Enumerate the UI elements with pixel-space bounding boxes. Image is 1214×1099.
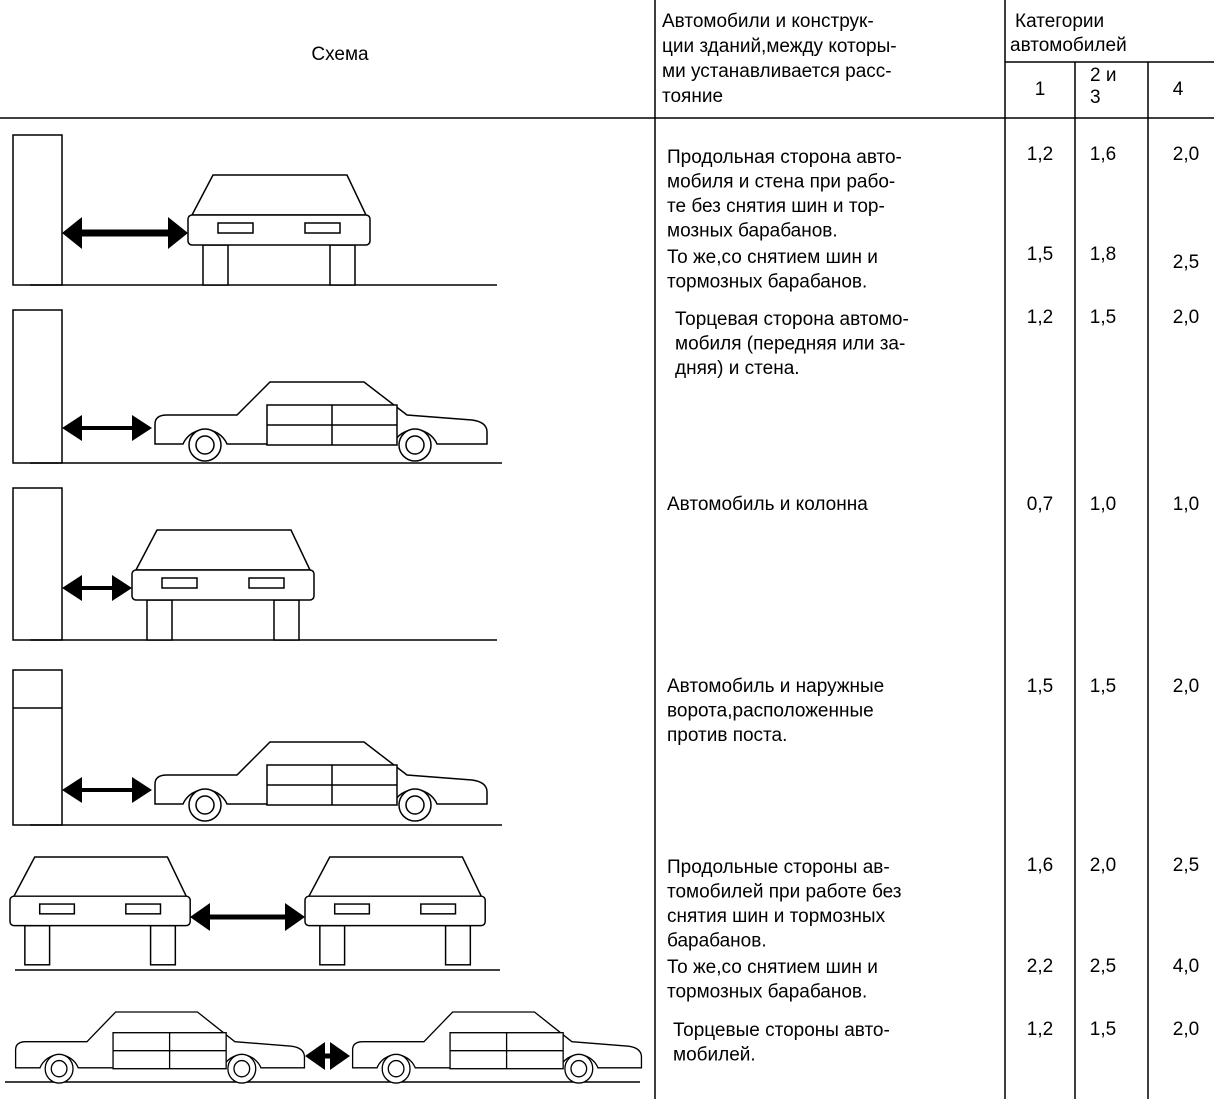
arrow bbox=[305, 1042, 350, 1070]
distance-value: 1,8 bbox=[1090, 244, 1116, 265]
categories-header: автомобилей bbox=[1010, 35, 1127, 56]
scheme-2 bbox=[12, 309, 502, 464]
row-text: Автомобиль и наружные bbox=[667, 676, 884, 697]
row-text: Продольная сторона авто- bbox=[667, 147, 902, 168]
row-text: Автомобиль и колонна bbox=[667, 494, 868, 515]
category-number: 1 bbox=[1035, 79, 1046, 100]
description-header: Автомобили и конструк- bbox=[662, 11, 874, 32]
category-number: 2 и bbox=[1090, 65, 1116, 86]
distance-value: 1,2 bbox=[1027, 144, 1053, 165]
distance-value: 2,0 bbox=[1173, 144, 1199, 165]
distance-value: 1,5 bbox=[1027, 244, 1053, 265]
row-text: тормозных барабанов. bbox=[667, 982, 867, 1003]
distance-value: 1,5 bbox=[1090, 307, 1116, 328]
scheme-header: Схема bbox=[311, 44, 369, 65]
arrow bbox=[62, 217, 188, 249]
distance-value: 1,2 bbox=[1027, 1019, 1053, 1040]
distance-value: 2,0 bbox=[1173, 1019, 1199, 1040]
distance-value: 1,5 bbox=[1090, 676, 1116, 697]
row-text: те без снятия шин и тор- bbox=[667, 196, 885, 217]
distance-value: 2,5 bbox=[1090, 956, 1116, 977]
row-text: мобиля (передняя или за- bbox=[675, 334, 905, 355]
distance-value: 2,5 bbox=[1173, 252, 1199, 273]
scheme-6 bbox=[5, 1011, 643, 1084]
row-text: снятия шин и тормозных bbox=[667, 906, 886, 927]
distance-value: 2,5 bbox=[1173, 855, 1199, 876]
distance-arrows bbox=[62, 217, 350, 1070]
distance-value: 1,6 bbox=[1027, 855, 1053, 876]
row-text: барабанов. bbox=[667, 931, 767, 952]
row-text: дняя) и стена. bbox=[675, 358, 800, 379]
row-text: То же,со снятием шин и bbox=[667, 957, 878, 978]
row-text: Продольные стороны ав- bbox=[667, 857, 890, 878]
row-text: томобилей при работе без bbox=[667, 882, 902, 903]
distance-value: 0,7 bbox=[1027, 494, 1053, 515]
distance-value: 1,5 bbox=[1027, 676, 1053, 697]
scheme-4 bbox=[12, 669, 502, 826]
arrow bbox=[62, 415, 152, 441]
row-text: мобилей. bbox=[673, 1045, 756, 1066]
row-text: Торцевые стороны авто- bbox=[673, 1020, 890, 1041]
row-text: ворота,расположенные bbox=[667, 701, 874, 722]
distance-value: 1,2 bbox=[1027, 307, 1053, 328]
row-text: Торцевая сторона автомо- bbox=[675, 309, 909, 330]
distance-value: 2,0 bbox=[1090, 855, 1116, 876]
category-number: 4 bbox=[1173, 79, 1184, 100]
row-text: тормозных барабанов. bbox=[667, 272, 867, 293]
description-header: ми устанавливается расс- bbox=[662, 61, 892, 82]
distance-value: 1,0 bbox=[1090, 494, 1116, 515]
distance-value: 1,6 bbox=[1090, 144, 1116, 165]
row-text: мобиля и стена при рабо- bbox=[667, 172, 895, 193]
row-text: То же,со снятием шин и bbox=[667, 247, 878, 268]
categories-header: Категории bbox=[1015, 11, 1104, 32]
distance-value: 2,0 bbox=[1173, 307, 1199, 328]
distance-value: 2,0 bbox=[1173, 676, 1199, 697]
row-text: мозных барабанов. bbox=[667, 221, 838, 242]
distance-value: 1,0 bbox=[1173, 494, 1199, 515]
distance-value: 4,0 bbox=[1173, 956, 1199, 977]
arrow bbox=[62, 777, 152, 803]
distance-value: 1,5 bbox=[1090, 1019, 1116, 1040]
row-text: против поста. bbox=[667, 725, 787, 746]
scheme-1 bbox=[12, 134, 497, 286]
category-number: 3 bbox=[1090, 87, 1101, 108]
scheme-3 bbox=[12, 487, 497, 641]
description-header: ции зданий,между которы- bbox=[662, 36, 897, 57]
arrow bbox=[62, 575, 132, 601]
description-header: тояние bbox=[662, 86, 723, 107]
distance-value: 2,2 bbox=[1027, 956, 1053, 977]
scheme-5 bbox=[9, 856, 500, 971]
arrow bbox=[190, 903, 305, 931]
